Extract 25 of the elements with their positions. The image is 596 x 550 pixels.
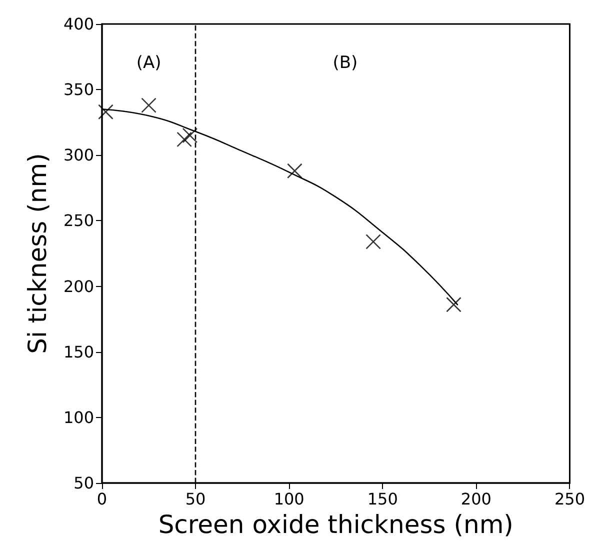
y-tick-label: 350 xyxy=(63,80,94,100)
point xyxy=(446,296,462,312)
y-tick-label: 50 xyxy=(74,474,94,492)
x-tick-label: 150 xyxy=(367,490,398,508)
point xyxy=(98,104,114,120)
x-tick-label: 50 xyxy=(185,490,206,508)
x-tick-label: 250 xyxy=(554,490,586,508)
y-tick-label: 100 xyxy=(63,408,94,427)
y-tick-label: 200 xyxy=(63,276,94,296)
x-tick-label: 200 xyxy=(460,490,492,508)
point xyxy=(141,98,156,113)
annotation: (A) xyxy=(136,53,162,74)
y-tick-label: 250 xyxy=(63,211,94,230)
point xyxy=(366,234,381,250)
x-axis-title: Screen oxide thickness (nm) xyxy=(158,510,514,539)
y-axis-title: Si tickness (nm) xyxy=(23,153,52,354)
y-tick-label: 400 xyxy=(63,14,94,34)
y-tick-label: 300 xyxy=(63,146,94,165)
point xyxy=(182,128,198,144)
y-tick-label: 150 xyxy=(63,342,94,362)
point xyxy=(176,132,192,148)
x-tick-label: 100 xyxy=(274,490,304,508)
annotation: (B) xyxy=(332,53,358,74)
x-tick-label: 0 xyxy=(96,490,108,508)
point xyxy=(287,163,302,179)
